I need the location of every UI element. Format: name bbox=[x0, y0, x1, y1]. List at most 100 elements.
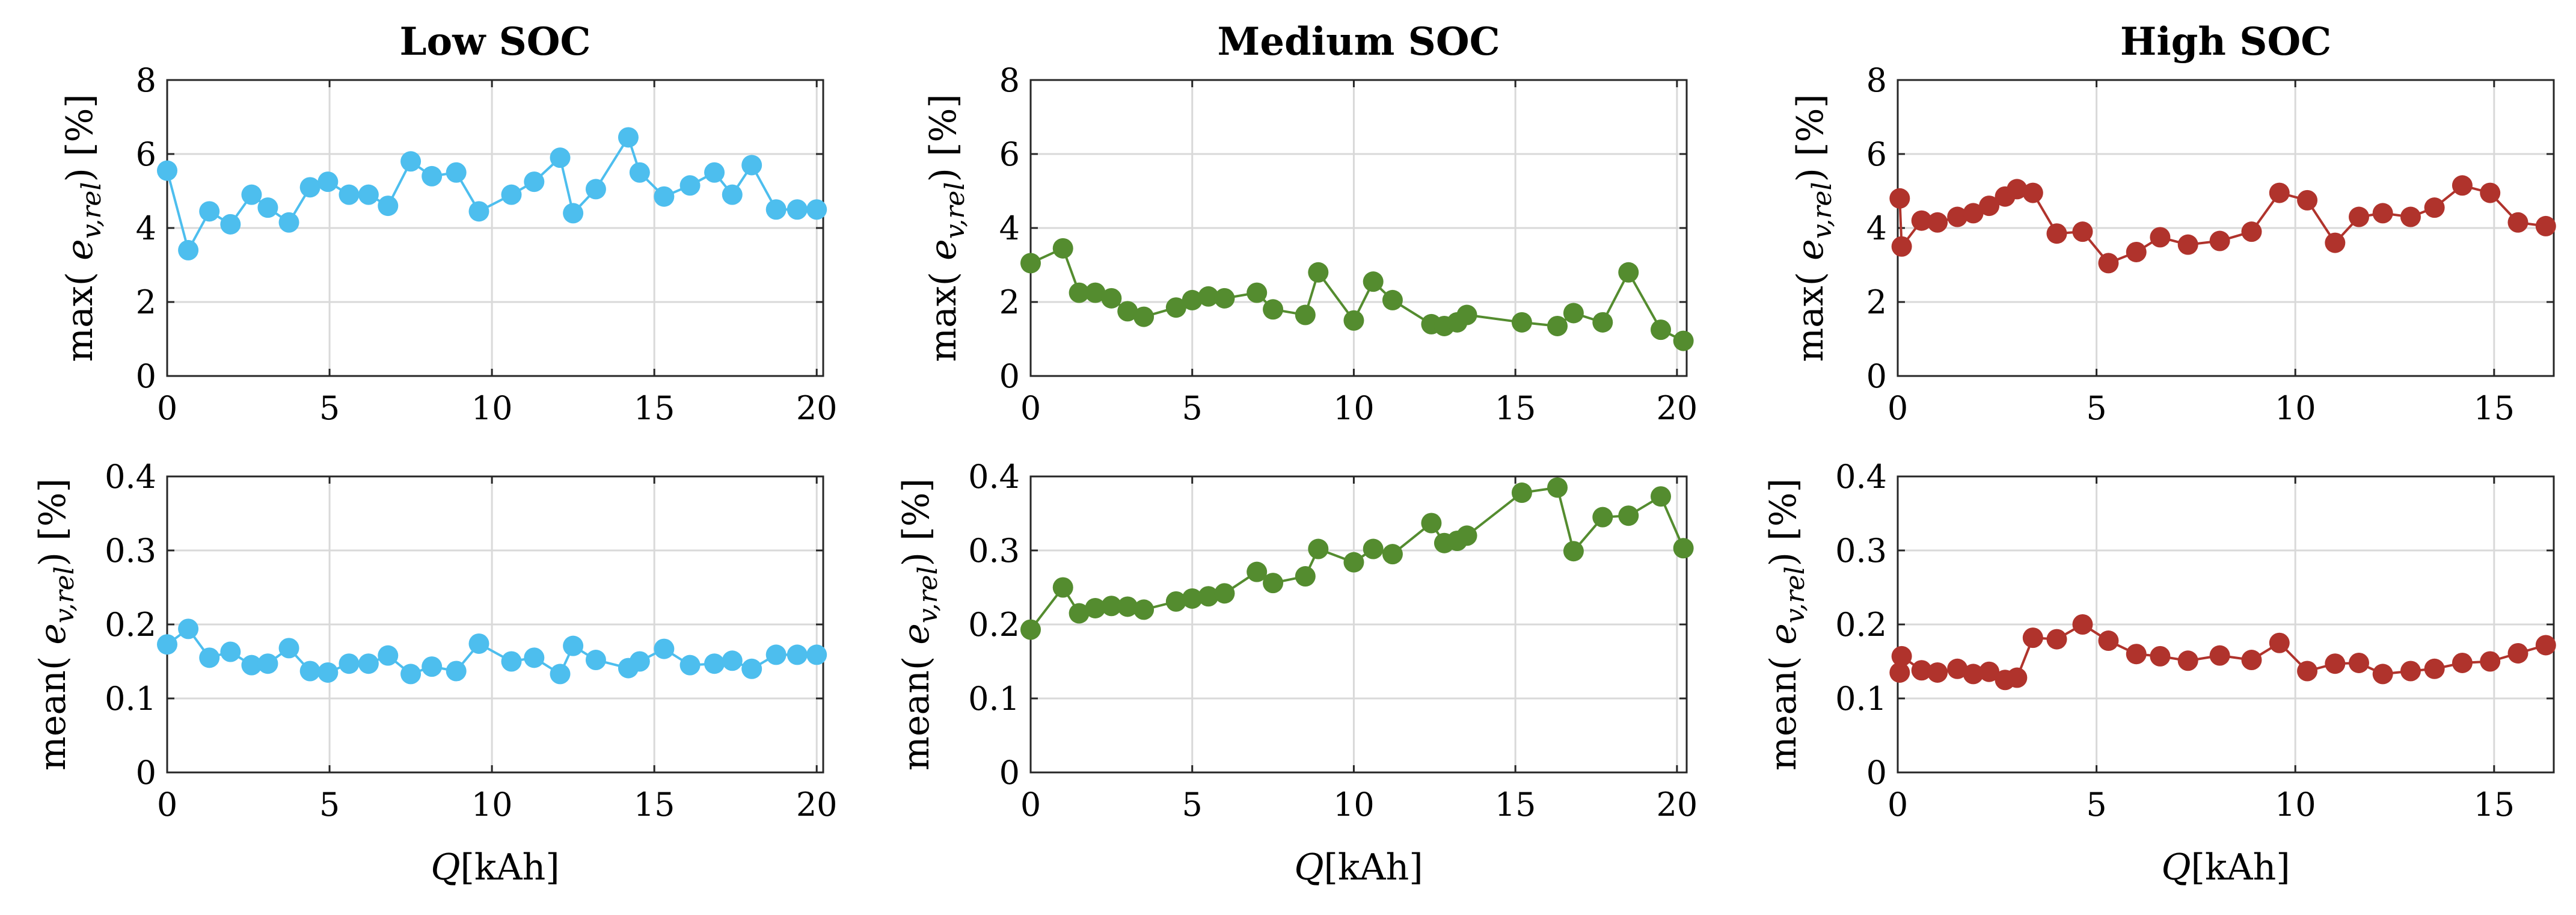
data-point bbox=[722, 650, 743, 671]
data-point bbox=[1963, 203, 1984, 224]
data-point bbox=[1547, 477, 1568, 498]
y-tick-label: 4 bbox=[136, 209, 156, 247]
data-point bbox=[1563, 303, 1584, 324]
data-point bbox=[501, 184, 522, 205]
data-point bbox=[1308, 262, 1329, 283]
data-point bbox=[1592, 312, 1613, 333]
chart-title: Medium SOC bbox=[1217, 19, 1500, 64]
data-point bbox=[400, 664, 422, 685]
y-tick-label: 0.4 bbox=[105, 458, 156, 496]
data-point bbox=[2241, 221, 2262, 242]
data-point bbox=[1618, 505, 1639, 526]
data-point bbox=[2177, 650, 2198, 671]
data-point bbox=[178, 618, 199, 639]
y-tick-label: 0.2 bbox=[968, 606, 1020, 644]
data-point bbox=[422, 656, 443, 677]
data-point bbox=[1133, 599, 1155, 620]
chart-high-max: 0 5 10 15 0 2 4 6 8 High SOC max( ev,rel) [%] bbox=[1789, 19, 2556, 427]
data-point bbox=[2507, 642, 2528, 664]
x-tick-label: 0 bbox=[1020, 786, 1041, 824]
data-point bbox=[1343, 552, 1364, 573]
data-point bbox=[1020, 253, 1041, 274]
data-point bbox=[199, 647, 220, 668]
x-tick-label: 15 bbox=[634, 389, 675, 427]
data-point bbox=[1547, 315, 1568, 336]
y-axis-label: mean( ev,rel) [%] bbox=[895, 478, 943, 771]
data-point bbox=[741, 658, 762, 679]
y-tick-label: 2 bbox=[1866, 283, 1887, 321]
data-point bbox=[1363, 271, 1384, 292]
data-point bbox=[1247, 282, 1268, 303]
data-point bbox=[2297, 661, 2318, 682]
data-point bbox=[2452, 175, 2473, 196]
y-axis-label: mean( ev,rel) [%] bbox=[32, 478, 80, 771]
y-tick-label: 0 bbox=[1866, 754, 1887, 792]
x-tick-label: 0 bbox=[1888, 389, 1908, 427]
data-point bbox=[806, 199, 827, 220]
data-point bbox=[2150, 645, 2171, 667]
data-point bbox=[241, 655, 262, 676]
x-axis-unit: [kAh] bbox=[1324, 846, 1423, 889]
data-point bbox=[446, 661, 467, 682]
data-point bbox=[358, 653, 379, 674]
x-tick-label: 20 bbox=[796, 389, 838, 427]
data-point bbox=[299, 661, 320, 682]
data-point bbox=[278, 638, 299, 659]
data-point bbox=[1673, 538, 1694, 559]
data-point bbox=[1069, 603, 1090, 624]
data-point bbox=[1618, 262, 1639, 283]
y-tick-label: 4 bbox=[1866, 209, 1887, 247]
data-point bbox=[585, 179, 606, 200]
y-tick-label: 0 bbox=[136, 754, 156, 792]
data-point bbox=[2325, 232, 2346, 253]
data-point bbox=[1101, 596, 1122, 617]
data-point bbox=[1592, 507, 1613, 528]
data-point bbox=[2072, 221, 2093, 242]
data-point bbox=[257, 197, 278, 218]
y-tick-label: 0 bbox=[999, 357, 1020, 395]
data-point bbox=[257, 653, 278, 674]
y-axis-label: max( ev,rel) [%] bbox=[922, 94, 971, 362]
data-point bbox=[1182, 289, 1203, 310]
data-point bbox=[704, 162, 725, 183]
x-tick-label: 15 bbox=[634, 786, 675, 824]
data-point bbox=[1889, 662, 1910, 683]
data-point bbox=[1308, 538, 1329, 559]
x-tick-label: 10 bbox=[1333, 786, 1375, 824]
data-point bbox=[199, 201, 220, 222]
data-point bbox=[765, 199, 787, 220]
y-tick-label: 8 bbox=[999, 61, 1020, 99]
data-point bbox=[679, 175, 701, 196]
data-point bbox=[1511, 312, 1532, 333]
x-axis-label: Q[kAh] bbox=[2161, 846, 2290, 889]
data-point bbox=[550, 664, 571, 685]
data-point bbox=[629, 162, 650, 183]
data-point bbox=[278, 212, 299, 233]
data-point bbox=[2177, 234, 2198, 255]
data-point bbox=[1295, 566, 1316, 587]
data-point bbox=[1247, 561, 1268, 582]
data-point bbox=[1891, 236, 1912, 257]
data-point bbox=[1979, 661, 2000, 682]
y-tick-label: 2 bbox=[136, 283, 156, 321]
data-point bbox=[2150, 227, 2171, 248]
data-point bbox=[1651, 486, 1672, 507]
data-point bbox=[524, 171, 545, 193]
data-point bbox=[1382, 544, 1403, 565]
x-tick-label: 10 bbox=[2275, 786, 2316, 824]
data-point bbox=[339, 653, 360, 674]
data-point bbox=[378, 196, 399, 217]
chart-title: Low SOC bbox=[400, 19, 591, 64]
data-point bbox=[787, 644, 808, 665]
chart-title: High SOC bbox=[2120, 19, 2331, 64]
data-point bbox=[806, 644, 827, 665]
data-point bbox=[1456, 525, 1477, 546]
data-point bbox=[1117, 301, 1138, 322]
y-tick-label: 0 bbox=[1866, 357, 1887, 395]
chart-low-mean: 0 5 10 15 20 0 0.1 0.2 0.3 0.4 mean( ev,rel) [%] Q[… bbox=[32, 458, 838, 889]
x-tick-label: 10 bbox=[471, 389, 513, 427]
data-point bbox=[654, 186, 675, 207]
chart-high-mean: 0 5 10 15 0 0.1 0.2 0.3 0.4 mean( ev,rel) [%] Q[kA… bbox=[1762, 458, 2556, 889]
data-point bbox=[1101, 288, 1122, 309]
